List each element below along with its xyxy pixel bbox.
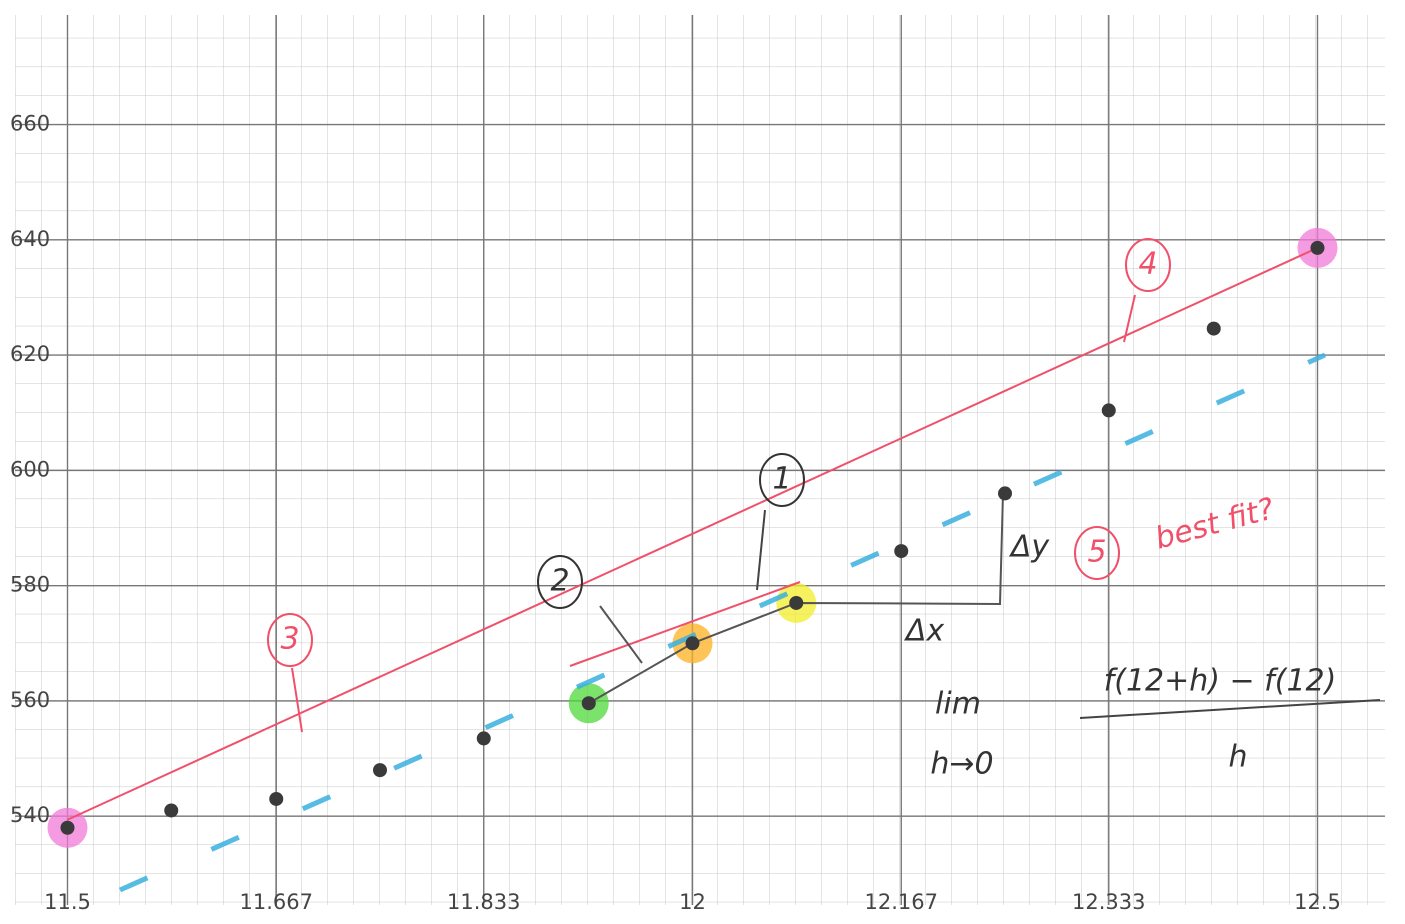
chart: 11.511.66711.8331212.16712.33312.5540560… <box>0 0 1405 924</box>
x-tick-label: 11.5 <box>44 890 91 914</box>
annotation: lim <box>935 687 981 722</box>
x-tick-label: 12.167 <box>865 890 938 914</box>
data-point <box>269 792 283 806</box>
annotation: 1 <box>772 462 791 497</box>
annotation: f(12+h) − f(12) <box>1104 664 1337 699</box>
annotation: Δy <box>1009 530 1051 565</box>
data-point <box>1311 241 1325 255</box>
x-tick-label: 12.333 <box>1072 890 1145 914</box>
data-point <box>61 821 75 835</box>
graph-paper <box>15 15 1385 905</box>
data-point <box>373 763 387 777</box>
x-tick-label: 12.5 <box>1294 890 1341 914</box>
data-point <box>1207 322 1221 336</box>
data-point <box>894 544 908 558</box>
annotation: 5 <box>1087 535 1106 570</box>
data-point <box>1102 403 1116 417</box>
data-point <box>686 636 700 650</box>
y-tick-label: 560 <box>10 688 50 712</box>
annotation: Δx <box>904 614 945 649</box>
y-tick-label: 540 <box>10 803 50 827</box>
annotation: 2 <box>550 564 569 599</box>
annotation: 3 <box>280 622 299 657</box>
data-point <box>164 803 178 817</box>
annotation: 4 <box>1138 247 1157 282</box>
y-tick-label: 660 <box>10 112 50 136</box>
x-tick-label: 12 <box>679 890 706 914</box>
y-tick-label: 640 <box>10 227 50 251</box>
annotation: h <box>1228 740 1247 775</box>
page: {"chart_data": { "type": "scatter", "x":… <box>0 0 1405 924</box>
annotation: h→0 <box>930 747 993 782</box>
data-point <box>477 731 491 745</box>
data-point <box>789 596 803 610</box>
data-point <box>582 696 596 710</box>
y-tick-label: 580 <box>10 573 50 597</box>
data-point <box>998 486 1012 500</box>
y-tick-label: 620 <box>10 342 50 366</box>
x-tick-label: 11.833 <box>447 890 520 914</box>
y-tick-label: 600 <box>10 457 50 481</box>
x-tick-label: 11.667 <box>240 890 313 914</box>
